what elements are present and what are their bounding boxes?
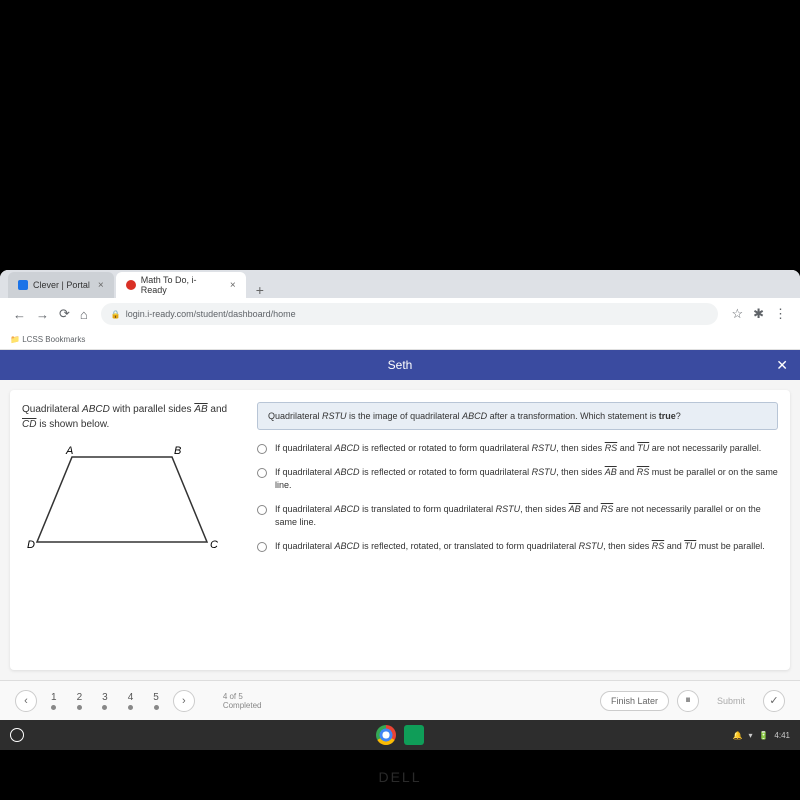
student-name: Seth — [388, 358, 413, 372]
submit-button[interactable]: Submit — [707, 692, 755, 710]
reload-button[interactable]: ⟳ — [54, 306, 75, 322]
finish-later-button[interactable]: Finish Later — [600, 691, 669, 711]
tab-iready[interactable]: Math To Do, i-Ready × — [116, 272, 246, 298]
bookmark-folder[interactable]: 📁 LCSS Bookmarks — [10, 335, 85, 344]
nav-step-2[interactable]: 2 — [71, 692, 89, 710]
question-box: Quadrilateral RSTU is the image of quadr… — [257, 402, 778, 430]
pause-button[interactable]: ⏸ — [677, 690, 699, 712]
app-close-button[interactable]: ✕ — [776, 357, 788, 374]
problem-text: Quadrilateral ABCD with parallel sides A… — [22, 402, 242, 432]
wifi-icon: ▾ — [748, 731, 752, 740]
taskbar: 🔔 ▾ 🔋 4:41 — [0, 720, 800, 750]
nav-step-4[interactable]: 4 — [122, 692, 140, 710]
trapezoid-svg: A B C D — [22, 442, 222, 562]
home-button[interactable]: ⌂ — [75, 307, 93, 322]
browser-chrome: Clever | Portal × Math To Do, i-Ready × … — [0, 270, 800, 330]
taskbar-apps — [376, 725, 424, 745]
tab-bar: Clever | Portal × Math To Do, i-Ready × … — [0, 270, 800, 298]
svg-text:B: B — [174, 445, 181, 457]
launcher-icon[interactable] — [10, 728, 24, 742]
classroom-icon[interactable] — [404, 725, 424, 745]
url-text: login.i-ready.com/student/dashboard/home — [126, 309, 296, 319]
clock: 4:41 — [774, 731, 790, 740]
nav-step-3[interactable]: 3 — [96, 692, 114, 710]
back-button[interactable]: ← — [8, 307, 31, 322]
prev-button[interactable]: ‹ — [15, 690, 37, 712]
svg-text:D: D — [27, 539, 35, 551]
radio-icon[interactable] — [257, 444, 267, 454]
star-icon[interactable]: ☆ — [726, 306, 748, 322]
radio-icon[interactable] — [257, 542, 267, 552]
notification-icon: 🔔 — [732, 731, 742, 740]
option-1[interactable]: If quadrilateral ABCD is reflected or ro… — [257, 442, 778, 456]
address-bar: ← → ⟳ ⌂ 🔒 login.i-ready.com/student/dash… — [0, 298, 800, 330]
svg-text:A: A — [65, 445, 73, 457]
svg-text:C: C — [210, 539, 218, 551]
chrome-icon[interactable] — [376, 725, 396, 745]
tab-icon-clever — [18, 280, 28, 290]
bottom-nav: ‹ 1 2 3 4 5 › 4 of 5 Completed Finish La… — [0, 680, 800, 720]
lock-icon: 🔒 — [111, 310, 121, 319]
bookmarks-bar: 📁 LCSS Bookmarks — [0, 330, 800, 350]
dell-logo: DELL — [378, 769, 421, 785]
tab-label: Clever | Portal — [33, 280, 90, 290]
close-icon[interactable]: × — [98, 280, 104, 291]
battery-icon: 🔋 — [758, 731, 768, 740]
next-button[interactable]: › — [173, 690, 195, 712]
tab-clever[interactable]: Clever | Portal × — [8, 272, 114, 298]
check-button[interactable]: ✓ — [763, 690, 785, 712]
menu-icon[interactable]: ⋮ — [769, 306, 792, 322]
tab-label: Math To Do, i-Ready — [141, 275, 222, 295]
answer-panel: Quadrilateral RSTU is the image of quadr… — [257, 402, 778, 658]
new-tab-button[interactable]: + — [248, 282, 272, 298]
problem-panel: Quadrilateral ABCD with parallel sides A… — [22, 402, 242, 658]
app-header: Seth ✕ — [0, 350, 800, 380]
option-4[interactable]: If quadrilateral ABCD is reflected, rota… — [257, 540, 778, 554]
progress-text: 4 of 5 Completed — [223, 692, 262, 710]
option-2[interactable]: If quadrilateral ABCD is reflected or ro… — [257, 466, 778, 493]
nav-step-1[interactable]: 1 — [45, 692, 63, 710]
tab-icon-iready — [126, 280, 136, 290]
option-3[interactable]: If quadrilateral ABCD is translated to f… — [257, 503, 778, 530]
radio-icon[interactable] — [257, 468, 267, 478]
system-tray[interactable]: 🔔 ▾ 🔋 4:41 — [732, 731, 790, 740]
url-input[interactable]: 🔒 login.i-ready.com/student/dashboard/ho… — [101, 303, 719, 325]
radio-icon[interactable] — [257, 505, 267, 515]
forward-button[interactable]: → — [31, 307, 54, 322]
options-list: If quadrilateral ABCD is reflected or ro… — [257, 442, 778, 553]
extensions-icon[interactable]: ✱ — [748, 306, 769, 322]
trapezoid-diagram: A B C D — [22, 442, 222, 562]
nav-step-5[interactable]: 5 — [147, 692, 165, 710]
content-area: Quadrilateral ABCD with parallel sides A… — [10, 390, 790, 670]
close-icon[interactable]: × — [230, 280, 236, 291]
laptop-screen: Clever | Portal × Math To Do, i-Ready × … — [0, 270, 800, 750]
nav-actions: Finish Later ⏸ Submit ✓ — [600, 690, 785, 712]
